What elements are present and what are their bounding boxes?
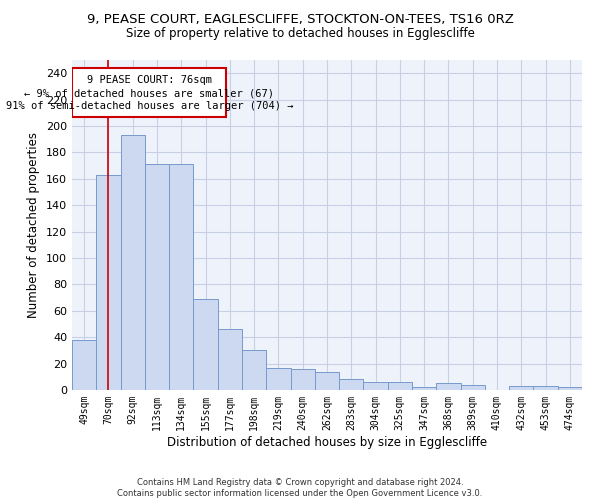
X-axis label: Distribution of detached houses by size in Egglescliffe: Distribution of detached houses by size …: [167, 436, 487, 448]
Bar: [412, 388, 436, 390]
Bar: [121, 135, 145, 390]
Text: 9, PEASE COURT, EAGLESCLIFFE, STOCKTON-ON-TEES, TS16 0RZ: 9, PEASE COURT, EAGLESCLIFFE, STOCKTON-O…: [86, 12, 514, 26]
Bar: [509, 386, 533, 390]
Bar: [339, 380, 364, 390]
Bar: [145, 164, 169, 390]
Bar: [218, 330, 242, 390]
Bar: [364, 382, 388, 390]
Bar: [436, 384, 461, 390]
Bar: [169, 164, 193, 390]
Bar: [461, 384, 485, 390]
Bar: [533, 386, 558, 390]
Text: 9 PEASE COURT: 76sqm: 9 PEASE COURT: 76sqm: [87, 75, 212, 85]
Bar: [558, 388, 582, 390]
Bar: [290, 369, 315, 390]
Bar: [72, 340, 96, 390]
Bar: [193, 299, 218, 390]
Bar: [242, 350, 266, 390]
Bar: [266, 368, 290, 390]
Bar: [96, 175, 121, 390]
Text: 91% of semi-detached houses are larger (704) →: 91% of semi-detached houses are larger (…: [5, 101, 293, 111]
Bar: [73, 68, 226, 117]
Bar: [315, 372, 339, 390]
Y-axis label: Number of detached properties: Number of detached properties: [28, 132, 40, 318]
Text: Contains HM Land Registry data © Crown copyright and database right 2024.
Contai: Contains HM Land Registry data © Crown c…: [118, 478, 482, 498]
Bar: [388, 382, 412, 390]
Text: Size of property relative to detached houses in Egglescliffe: Size of property relative to detached ho…: [125, 28, 475, 40]
Text: ← 9% of detached houses are smaller (67): ← 9% of detached houses are smaller (67): [25, 88, 274, 98]
